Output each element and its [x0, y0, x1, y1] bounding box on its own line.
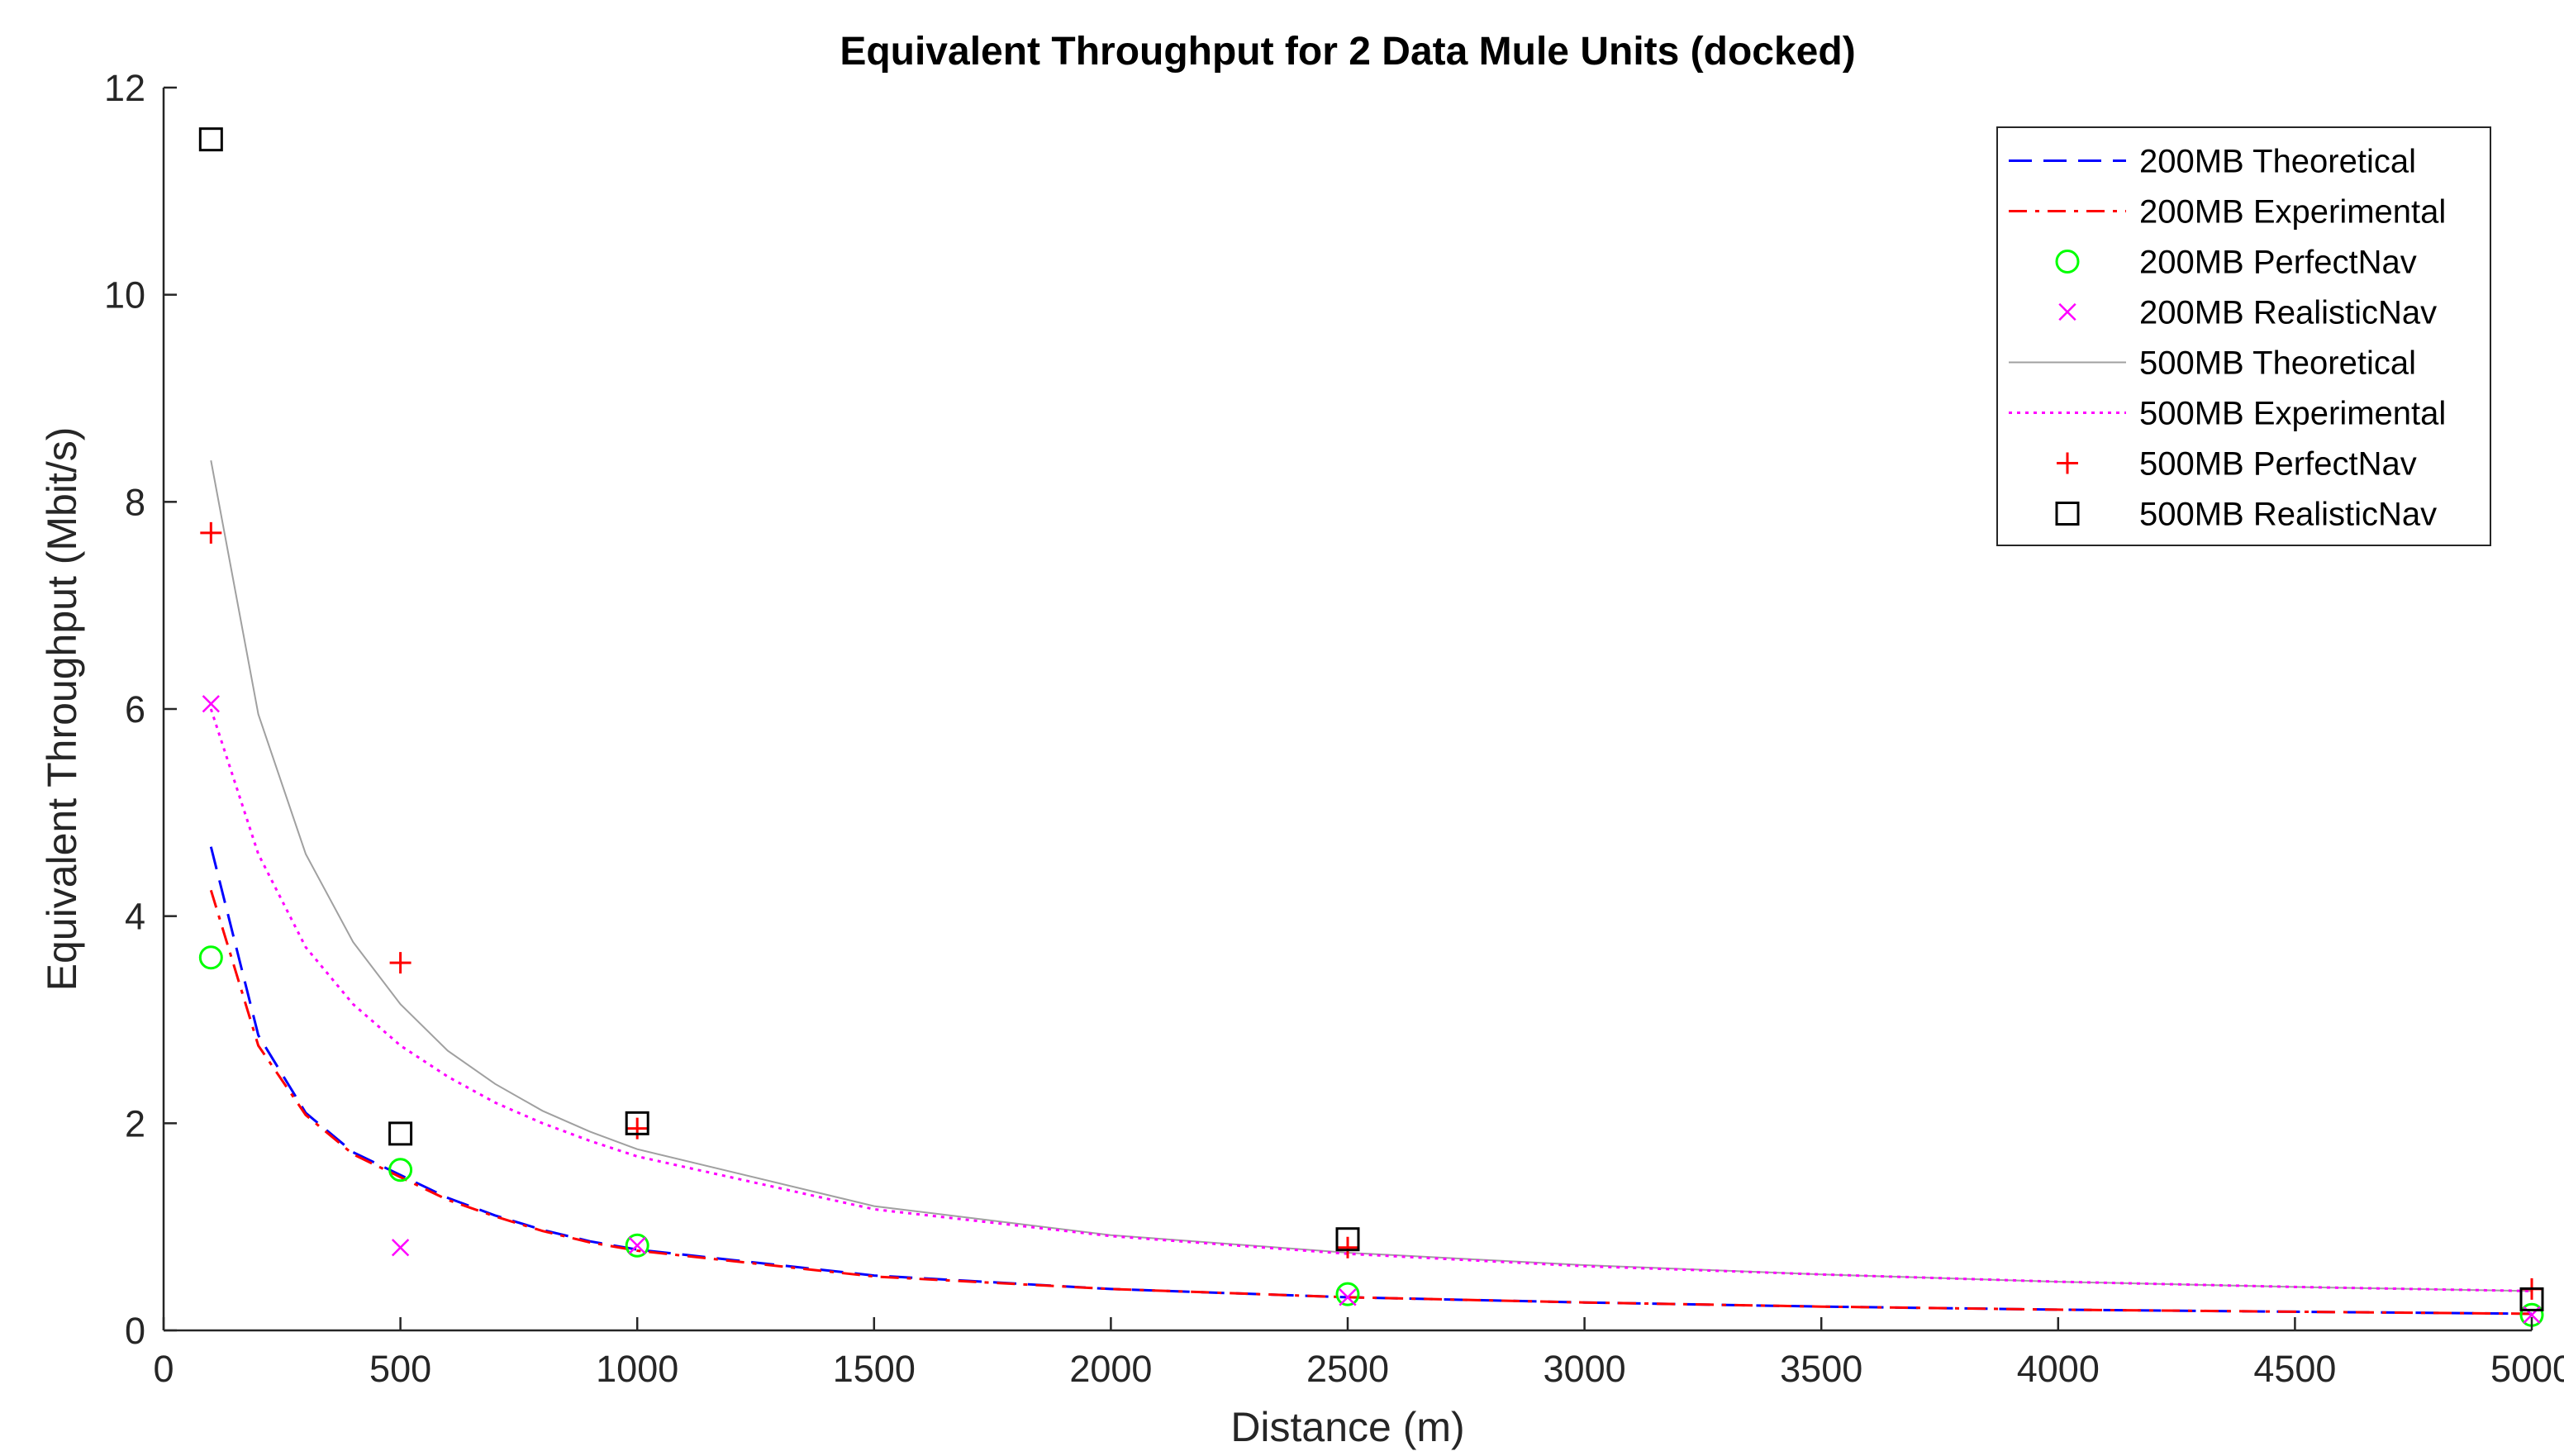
- data-point-200mb-perfectnav: [625, 1233, 649, 1258]
- plot-area: [198, 127, 2544, 1327]
- data-point-500mb-realisticnav: [388, 1121, 413, 1146]
- legend-label-200mb-experimental: 200MB Experimental: [2139, 194, 2446, 231]
- data-point-500mb-realisticnav: [625, 1111, 649, 1135]
- x-axis-label: Distance (m): [1230, 1404, 1464, 1450]
- x-tick-label: 0: [153, 1348, 174, 1390]
- legend-label-200mb-realisticnav: 200MB RealisticNav: [2139, 295, 2437, 331]
- legend-label-500mb-realisticnav: 500MB RealisticNav: [2139, 497, 2437, 533]
- legend-swatch-500mb-perfectnav: [2057, 452, 2078, 474]
- series-line-200mb-experimental: [209, 889, 2533, 1316]
- data-point-200mb-perfectnav: [388, 1158, 413, 1182]
- x-tick-label: 1000: [596, 1348, 678, 1390]
- x-tick-label: 4000: [2017, 1348, 2100, 1390]
- x-tick-label: 2000: [1069, 1348, 1152, 1390]
- x-tick-label: 5000: [2490, 1348, 2564, 1390]
- legend-label-500mb-theoretical: 500MB Theoretical: [2139, 345, 2416, 382]
- y-tick-label: 12: [104, 67, 145, 109]
- data-point-500mb-realisticnav: [2519, 1287, 2544, 1311]
- data-point-200mb-perfectnav: [1335, 1282, 1360, 1306]
- y-tick-label: 6: [125, 688, 145, 730]
- x-tick-label: 2500: [1306, 1348, 1389, 1390]
- legend-swatch-200mb-realisticnav: [2058, 302, 2076, 321]
- legend-label-500mb-experimental: 500MB Experimental: [2139, 396, 2446, 432]
- legend-swatch-500mb-realisticnav: [2055, 502, 2080, 526]
- data-point-500mb-perfectnav: [626, 1117, 649, 1140]
- legend: 200MB Theoretical 200MB Experimental 200MB…: [1996, 126, 2491, 546]
- legend-label-500mb-perfectnav: 500MB PerfectNav: [2139, 446, 2417, 483]
- y-tick-label: 8: [125, 481, 145, 523]
- data-point-200mb-realisticnav: [1339, 1288, 1357, 1306]
- legend-swatch-200mb-perfectnav: [2055, 250, 2080, 274]
- data-point-500mb-realisticnav: [1335, 1227, 1360, 1252]
- y-axis-label: Equivalent Throughput (Mbit/s): [39, 427, 85, 992]
- data-point-200mb-perfectnav: [198, 945, 223, 970]
- x-tick-label: 3000: [1544, 1348, 1626, 1390]
- data-point-200mb-realisticnav: [628, 1236, 646, 1254]
- x-tick-label: 500: [369, 1348, 431, 1390]
- y-tick-label: 2: [125, 1102, 145, 1144]
- x-tick-label: 3500: [1780, 1348, 1862, 1390]
- data-point-200mb-realisticnav: [391, 1239, 410, 1257]
- legend-box: [1996, 126, 2491, 546]
- x-tick-label: 1500: [833, 1348, 916, 1390]
- data-point-500mb-realisticnav: [198, 127, 223, 152]
- legend-label-200mb-perfectnav: 200MB PerfectNav: [2139, 245, 2417, 281]
- series-line-500mb-theoretical: [210, 460, 2533, 1292]
- data-point-500mb-perfectnav: [389, 952, 411, 974]
- data-point-200mb-realisticnav: [202, 695, 220, 713]
- legend-label-200mb-theoretical: 200MB Theoretical: [2139, 144, 2416, 180]
- y-tick-label: 4: [125, 896, 145, 938]
- chart-title: Equivalent Throughput for 2 Data Mule Un…: [840, 30, 1855, 74]
- axes: 0 500 1000 1500 2000 2500 3000 3500 4000 4500 5000…: [104, 67, 2564, 1390]
- data-point-500mb-perfectnav: [1337, 1236, 1358, 1259]
- y-tick-label: 10: [104, 274, 145, 316]
- data-point-500mb-perfectnav: [200, 521, 222, 544]
- x-tick-label: 4500: [2253, 1348, 2336, 1390]
- y-tick-label: 0: [125, 1310, 145, 1352]
